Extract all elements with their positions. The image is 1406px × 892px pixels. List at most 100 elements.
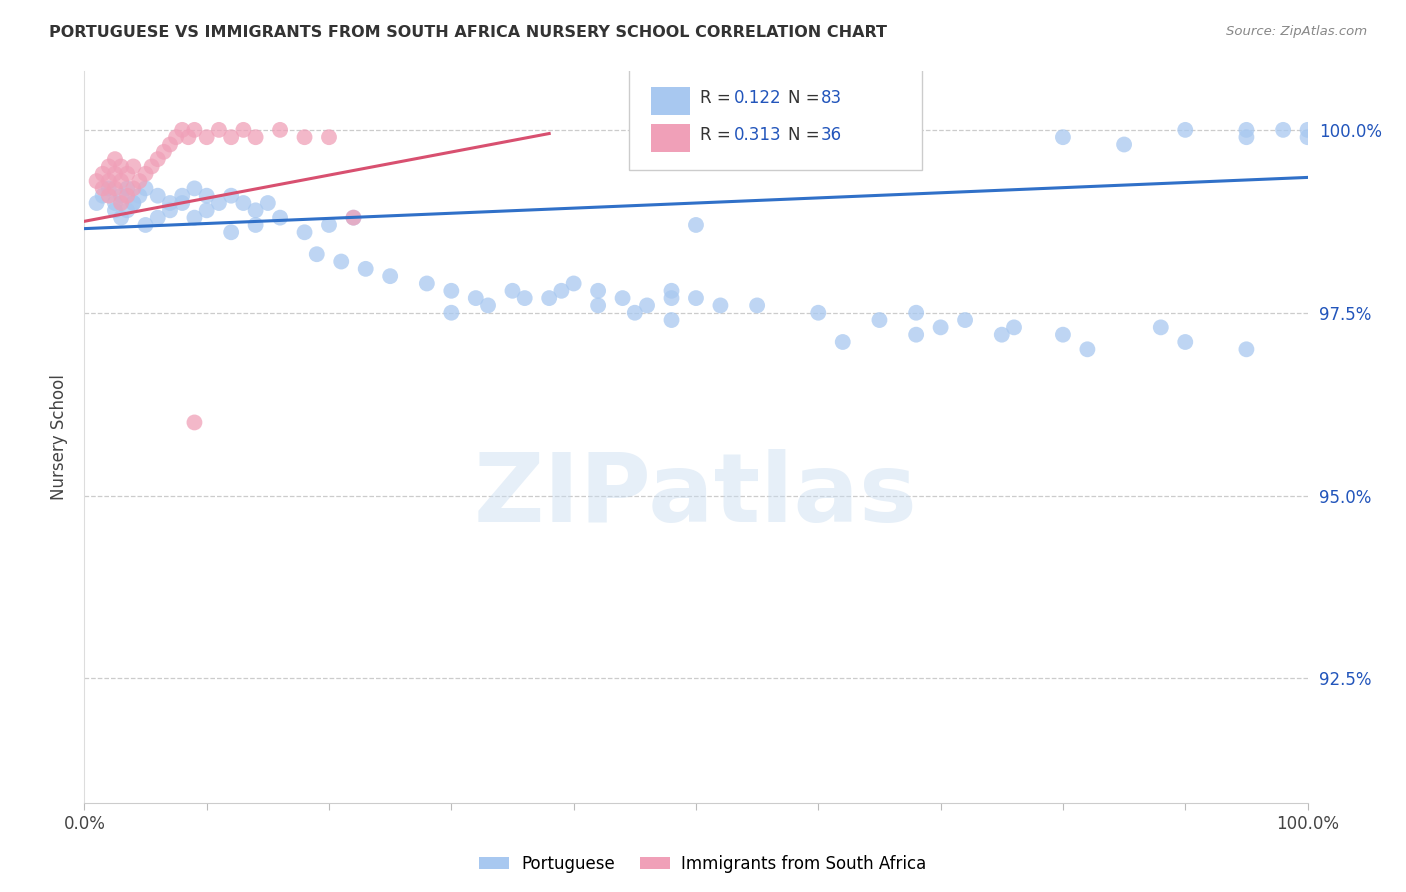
Point bbox=[440, 284, 463, 298]
Point bbox=[115, 203, 138, 218]
Point bbox=[636, 298, 658, 312]
Point bbox=[380, 269, 402, 284]
Point bbox=[1076, 343, 1098, 357]
Point bbox=[905, 327, 928, 342]
Point bbox=[661, 291, 683, 305]
Point bbox=[513, 291, 536, 305]
Point bbox=[245, 130, 267, 145]
Point bbox=[135, 167, 157, 181]
Point bbox=[159, 137, 181, 152]
Point bbox=[219, 188, 242, 202]
Point bbox=[91, 167, 114, 181]
Point bbox=[219, 130, 242, 145]
Point bbox=[1150, 320, 1173, 334]
Point bbox=[709, 298, 731, 312]
Point bbox=[159, 203, 181, 218]
Point bbox=[747, 298, 769, 312]
Text: N =: N = bbox=[787, 126, 824, 144]
Point bbox=[905, 306, 928, 320]
Point bbox=[219, 225, 242, 239]
Point bbox=[318, 130, 340, 145]
Point bbox=[115, 188, 138, 202]
Point bbox=[294, 225, 316, 239]
Point bbox=[1236, 343, 1258, 357]
Point bbox=[97, 160, 120, 174]
Point bbox=[318, 218, 340, 232]
Point bbox=[342, 211, 364, 225]
Point bbox=[104, 181, 127, 195]
Point bbox=[110, 174, 132, 188]
Point bbox=[128, 174, 150, 188]
Point bbox=[183, 211, 205, 225]
Point bbox=[86, 174, 108, 188]
Point bbox=[128, 188, 150, 202]
Point bbox=[1002, 320, 1025, 334]
Point bbox=[97, 174, 120, 188]
Point bbox=[97, 188, 120, 202]
Point bbox=[195, 188, 218, 202]
Point bbox=[104, 152, 127, 166]
Point bbox=[232, 123, 254, 137]
Point bbox=[294, 130, 316, 145]
Text: 0.122: 0.122 bbox=[734, 89, 782, 107]
Text: R =: R = bbox=[700, 89, 735, 107]
Point bbox=[104, 167, 127, 181]
Point bbox=[183, 416, 205, 430]
Point bbox=[661, 284, 683, 298]
Point bbox=[624, 306, 647, 320]
Point bbox=[269, 211, 291, 225]
Point bbox=[232, 196, 254, 211]
Point bbox=[586, 284, 609, 298]
Point bbox=[477, 298, 499, 312]
Text: 83: 83 bbox=[821, 89, 842, 107]
Point bbox=[110, 160, 132, 174]
Text: ZIPatlas: ZIPatlas bbox=[474, 449, 918, 542]
Point bbox=[122, 160, 145, 174]
Point bbox=[110, 188, 132, 202]
Point bbox=[807, 306, 830, 320]
Point bbox=[257, 196, 280, 211]
Point bbox=[122, 181, 145, 195]
Point bbox=[1114, 137, 1136, 152]
Point bbox=[1296, 130, 1319, 145]
Text: 36: 36 bbox=[821, 126, 842, 144]
Point bbox=[104, 196, 127, 211]
Point bbox=[550, 284, 572, 298]
Point bbox=[110, 211, 132, 225]
Point bbox=[135, 218, 157, 232]
Point bbox=[159, 196, 181, 211]
FancyBboxPatch shape bbox=[628, 68, 922, 170]
Point bbox=[172, 188, 194, 202]
Point bbox=[146, 188, 169, 202]
Point bbox=[330, 254, 353, 268]
Point bbox=[146, 211, 169, 225]
Point bbox=[172, 196, 194, 211]
Point bbox=[685, 218, 707, 232]
Point bbox=[305, 247, 328, 261]
Point bbox=[1174, 334, 1197, 349]
Point bbox=[416, 277, 439, 291]
Point bbox=[1296, 123, 1319, 137]
FancyBboxPatch shape bbox=[651, 124, 690, 152]
Point bbox=[195, 203, 218, 218]
Point bbox=[115, 181, 138, 195]
Point bbox=[153, 145, 176, 159]
Point bbox=[831, 334, 853, 349]
Point bbox=[953, 313, 976, 327]
Point bbox=[685, 291, 707, 305]
Point bbox=[1236, 123, 1258, 137]
FancyBboxPatch shape bbox=[651, 87, 690, 115]
Point bbox=[464, 291, 486, 305]
Point bbox=[929, 320, 952, 334]
Point bbox=[86, 196, 108, 211]
Point bbox=[135, 181, 157, 195]
Point bbox=[146, 152, 169, 166]
Point bbox=[97, 181, 120, 195]
Point bbox=[208, 196, 231, 211]
Point bbox=[183, 181, 205, 195]
Point bbox=[1052, 327, 1074, 342]
Point bbox=[91, 181, 114, 195]
Text: R =: R = bbox=[700, 126, 735, 144]
Point bbox=[110, 196, 132, 211]
Point bbox=[141, 160, 163, 174]
